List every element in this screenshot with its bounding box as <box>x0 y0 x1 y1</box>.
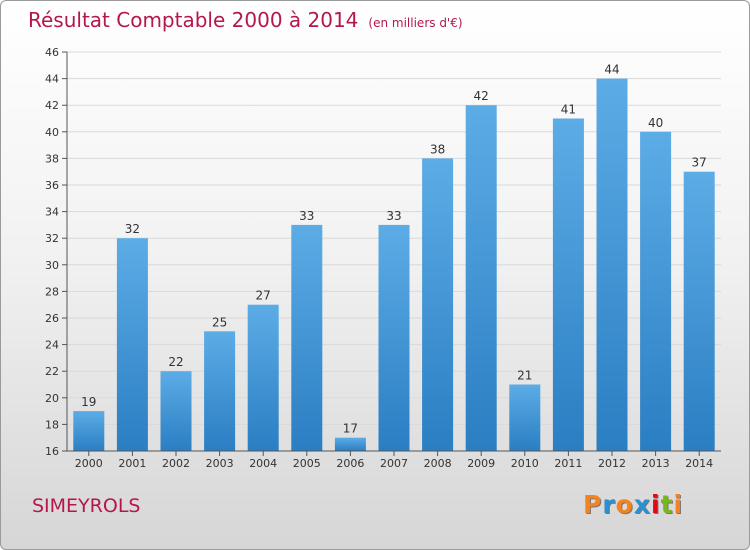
bars: 19 32 22 25 27 33 17 33 38 42 21 41 44 40 37 <box>73 63 715 452</box>
chart-title: Résultat Comptable 2000 à 2014 (en millie… <box>28 8 463 32</box>
x-tick-label: 2005 <box>293 457 321 470</box>
data-label: 21 <box>517 369 532 383</box>
x-tick-label: 2007 <box>380 457 408 470</box>
x-tick-label: 2003 <box>206 457 234 470</box>
data-label: 33 <box>299 209 314 223</box>
bar <box>204 331 236 451</box>
bar <box>378 224 410 451</box>
x-tick-label: 2009 <box>467 457 495 470</box>
data-label: 40 <box>648 116 663 130</box>
logo-letter: i <box>673 490 684 519</box>
data-label: 41 <box>561 103 576 117</box>
y-tick-label: 38 <box>45 152 59 165</box>
bar <box>160 371 192 451</box>
y-tick-label: 36 <box>45 179 59 192</box>
data-label: 44 <box>604 63 619 77</box>
x-tick-label: 2002 <box>162 457 190 470</box>
proxiti-logo: Proxiti <box>583 490 683 519</box>
y-tick-label: 22 <box>45 365 59 378</box>
x-tick-label: 2001 <box>118 457 146 470</box>
y-tick-label: 42 <box>45 99 59 112</box>
data-label: 42 <box>474 89 489 103</box>
x-tick-label: 2006 <box>336 457 364 470</box>
chart-subtitle: (en milliers d'€) <box>368 16 463 30</box>
y-tick-label: 20 <box>45 392 59 405</box>
y-tick-label: 24 <box>45 339 59 352</box>
bar <box>291 224 323 451</box>
logo-letter: i <box>651 490 661 519</box>
y-tick-label: 16 <box>45 445 59 458</box>
logo-letter: P <box>583 490 603 519</box>
logo-letter: x <box>633 490 651 519</box>
x-tick-label: 2010 <box>511 457 539 470</box>
bar <box>640 131 672 452</box>
logo-letter: t <box>660 490 674 519</box>
logo-letter: r <box>602 490 616 519</box>
y-tick-label: 40 <box>45 126 59 139</box>
y-tick-label: 44 <box>45 73 59 86</box>
y-tick-label: 28 <box>45 285 59 298</box>
bar <box>465 105 497 451</box>
data-label: 22 <box>168 355 183 369</box>
data-label: 32 <box>125 222 140 236</box>
bar <box>552 118 584 451</box>
bar <box>596 78 628 451</box>
axes: 16 18 20 22 24 26 28 30 32 34 36 38 40 42 44 46 2000 2001… <box>45 46 721 470</box>
y-tick-label: 30 <box>45 259 59 272</box>
bar <box>73 411 105 451</box>
logo-letter: o <box>615 490 634 519</box>
y-tick-label: 46 <box>45 46 59 59</box>
y-tick-label: 34 <box>45 206 59 219</box>
x-tick-label: 2014 <box>685 457 713 470</box>
bar <box>509 384 541 451</box>
x-tick-label: 2000 <box>75 457 103 470</box>
data-label: 33 <box>386 209 401 223</box>
x-tick-label: 2008 <box>424 457 452 470</box>
y-tick-label: 32 <box>45 232 59 245</box>
y-tick-label: 18 <box>45 418 59 431</box>
bar <box>422 158 454 451</box>
x-tick-label: 2011 <box>554 457 582 470</box>
bar <box>334 437 366 451</box>
bar <box>683 171 715 451</box>
data-label: 27 <box>256 289 271 303</box>
data-label: 37 <box>692 156 707 170</box>
x-tick-label: 2012 <box>598 457 626 470</box>
chart-title-text: Résultat Comptable 2000 à 2014 <box>28 8 359 32</box>
data-label: 17 <box>343 422 358 436</box>
x-tick-label: 2013 <box>642 457 670 470</box>
x-tick-label: 2004 <box>249 457 277 470</box>
y-tick-label: 26 <box>45 312 59 325</box>
data-label: 38 <box>430 142 445 156</box>
bar <box>116 238 148 451</box>
bar <box>247 304 279 451</box>
place-name: SIMEYROLS <box>32 495 141 517</box>
data-label: 19 <box>81 395 96 409</box>
data-label: 25 <box>212 315 227 329</box>
